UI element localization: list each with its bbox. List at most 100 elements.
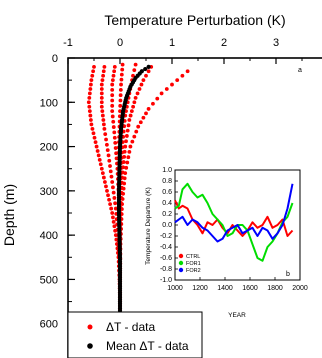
inset-legend-label: FOR2 (186, 268, 201, 274)
x-tick-label: 2 (221, 37, 227, 49)
dt-data-point (102, 126, 107, 131)
dt-data-point (122, 149, 127, 154)
dt-data-point (112, 224, 117, 229)
dt-data-point (123, 171, 128, 176)
dt-data-point (133, 95, 138, 100)
dt-data-point (110, 98, 115, 103)
inset-x-tick-label: 1600 (242, 285, 258, 292)
dt-data-point (88, 118, 93, 122)
dt-data-point (134, 129, 139, 134)
y-tick-label: 0 (52, 53, 58, 65)
dt-data-point (101, 122, 106, 127)
dt-data-point (127, 149, 132, 154)
inset-x-ticks: 1000 1200 1400 1600 1800 2000 (167, 277, 308, 292)
dt-data-point (139, 82, 144, 87)
y-axis-title: Depth (m) (1, 184, 17, 246)
dt-data-point (87, 109, 92, 114)
inset-series-for2 (174, 183, 294, 243)
dt-data-point (109, 174, 114, 179)
dt-data-point (106, 153, 111, 158)
panel-a-label: a (298, 67, 302, 74)
dt-data-point (87, 95, 92, 100)
dt-data-point (112, 135, 117, 140)
dt-data-point (104, 184, 108, 189)
inset-legend-label: FOR1 (186, 261, 201, 267)
dt-data-point (110, 103, 115, 108)
inset-x-tick-label: 2000 (292, 285, 308, 292)
dt-data-point (141, 115, 146, 120)
inset-y-tick-label: 0.2 (162, 211, 172, 218)
dt-data-point (98, 162, 103, 167)
inset-y-tick-label: -0.2 (160, 233, 172, 240)
inset-y-tick-label: 0.0 (162, 222, 172, 229)
dt-data-point (100, 113, 105, 118)
inset-y-tick-label: 1.0 (162, 167, 172, 174)
inset-x-tick-label: 1000 (167, 285, 183, 292)
dt-data-point (124, 134, 129, 138)
main-legend-box (67, 311, 203, 358)
dt-data-point (100, 78, 105, 83)
inset-series-for1 (174, 182, 294, 262)
dt-data-point (106, 193, 110, 198)
dt-data-point (107, 197, 111, 202)
y-tick-label: 400 (40, 230, 58, 242)
dt-data-point (120, 197, 125, 201)
dt-data-point (127, 118, 132, 122)
mean-data-point (146, 64, 151, 69)
dt-data-point (110, 109, 115, 114)
dt-data-point (146, 107, 151, 111)
dt-data-point (120, 62, 125, 67)
inset-x-tick-label: 1400 (217, 285, 233, 292)
inset-x-tick-label: 1200 (192, 285, 208, 292)
dt-data-point (151, 101, 155, 106)
dt-data-point (126, 155, 131, 160)
dt-data-point (118, 93, 123, 98)
dt-data-point (112, 69, 117, 74)
dt-data-point (86, 100, 91, 105)
dt-data-point (132, 68, 137, 73)
inset-legend-marker (178, 267, 184, 273)
dt-data-point (159, 91, 164, 96)
inset-x-tick-label: 1800 (267, 285, 283, 292)
inset-y-axis-title: Temperature Departure (K) (145, 187, 152, 265)
dt-data-point (88, 82, 93, 87)
inset-y-ticks: 1.0 0.8 0.6 0.4 0.2 0.0 -0.2 -0.4 -0.6 -0.8 -1.0 (160, 167, 178, 284)
dt-data-point (101, 175, 106, 180)
dt-data-point (123, 144, 128, 149)
dt-data-point (113, 206, 118, 211)
dt-data-point (121, 186, 126, 191)
dt-data-point (180, 73, 185, 78)
top-axis-title: Temperature Perturbation (K) (104, 12, 285, 28)
dt-data-point (95, 149, 100, 153)
dt-data-point (112, 130, 117, 135)
dt-data-point (132, 134, 137, 139)
dt-data-point (164, 87, 169, 91)
inset-series-lines (174, 182, 294, 262)
dt-data-point (90, 126, 95, 131)
y-tick-label: 300 (40, 186, 58, 198)
mean-profile (116, 64, 151, 326)
panel-b-label: b (286, 271, 290, 278)
y-tick-label: 600 (40, 319, 58, 331)
dt-data-point (111, 190, 116, 195)
dt-data-point (131, 104, 136, 109)
dt-data-point (99, 104, 104, 109)
legend-mean-marker (87, 343, 93, 349)
inset-chart: Temperature Departure (K) YEAR 1.0 0.8 0.6… (145, 167, 308, 319)
inset-y-tick-label: -1.0 (160, 277, 172, 284)
dt-data-point (88, 87, 93, 91)
y-tick-label: 200 (40, 142, 58, 154)
inset-y-tick-label: 0.4 (162, 200, 172, 207)
dt-data-point (108, 169, 113, 174)
dt-data-point (111, 185, 115, 190)
dt-data-point (114, 151, 118, 156)
dt-data-point (185, 69, 190, 74)
dt-data-point (119, 77, 124, 82)
dt-data-point (128, 113, 133, 118)
x-tick-label: 1 (169, 37, 175, 49)
dt-data-point (121, 191, 126, 196)
dt-data-point (99, 166, 104, 171)
dt-data-point (110, 87, 115, 92)
